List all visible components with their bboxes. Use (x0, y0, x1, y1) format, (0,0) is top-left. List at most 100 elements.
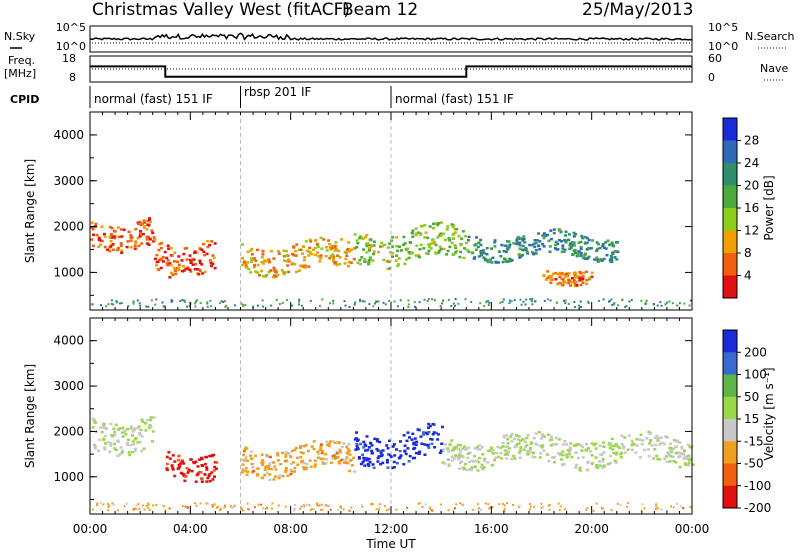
velocity-cell (183, 475, 187, 478)
power-cell (145, 305, 148, 308)
power-cell (99, 243, 102, 246)
power-cell (285, 260, 289, 263)
velocity-cell (402, 463, 406, 466)
velocity-cell (468, 460, 471, 464)
velocity-cell (151, 430, 155, 433)
velocity-cell (491, 506, 494, 509)
power-cell (304, 240, 308, 243)
velocity-cell (575, 463, 578, 467)
velocity-cell (462, 467, 466, 471)
power-cell (521, 244, 525, 248)
velocity-cell (578, 469, 582, 472)
power-cell (182, 252, 186, 256)
velocity-cell (538, 456, 542, 459)
power-cell (546, 298, 549, 301)
velocity-cell (463, 445, 466, 448)
power-cell (572, 279, 576, 282)
power-ylabel: Slant Range [km] (23, 159, 37, 263)
power-cell (98, 239, 102, 242)
power-cell (645, 302, 648, 305)
velocity-cell (380, 453, 384, 457)
power-cell (587, 300, 590, 303)
power-cell (466, 239, 470, 242)
velocity-cell (614, 461, 618, 464)
velocity-cell (615, 451, 619, 454)
power-cell (281, 302, 284, 304)
power-cell (533, 245, 537, 249)
power-cell (576, 254, 580, 258)
power-cell (155, 298, 158, 301)
power-cell (189, 258, 192, 262)
velocity-cell (183, 479, 187, 483)
velocity-cell (586, 507, 589, 510)
velocity-cell (350, 506, 353, 509)
velocity-cell (458, 452, 462, 455)
power-cell (578, 304, 581, 307)
power-cell (209, 261, 213, 265)
power-cell (113, 236, 117, 240)
power-cell (355, 245, 359, 249)
velocity-cell (257, 503, 260, 506)
power-cell (419, 243, 423, 247)
velocity-cell (201, 464, 205, 467)
velocity-cell (655, 505, 658, 508)
power-cell (563, 234, 567, 237)
velocity-cell (540, 437, 544, 440)
velocity-cell (383, 505, 386, 508)
velocity-cell (376, 460, 380, 463)
power-cell (611, 251, 615, 254)
power-cell (429, 247, 433, 250)
power-cell (580, 306, 582, 308)
power-cell (534, 241, 538, 245)
power-cell (621, 298, 624, 301)
power-cell (139, 229, 143, 233)
power-cell (535, 239, 539, 242)
velocity-cell (531, 455, 535, 458)
power-cell (192, 258, 196, 261)
velocity-cell (200, 457, 204, 461)
power-cell (171, 273, 175, 277)
velocity-cell (208, 473, 212, 476)
power-cell (542, 232, 546, 235)
velocity-cell (685, 457, 689, 461)
velocity-cell (303, 504, 305, 507)
velocity-cell (614, 453, 618, 456)
power-cell (604, 241, 608, 244)
velocity-cell (356, 438, 360, 442)
velocity-cell (143, 508, 146, 511)
power-cell (199, 302, 202, 304)
velocity-cell (404, 452, 408, 456)
velocity-cell (357, 456, 361, 459)
velocity-cell (205, 502, 208, 505)
velocity-cell (131, 434, 134, 437)
power-colorbar-segment (723, 118, 737, 141)
power-cell (573, 301, 576, 303)
velocity-cell (518, 456, 522, 459)
velocity-cell (517, 442, 521, 445)
velocity-cell (548, 438, 552, 442)
velocity-cell (565, 453, 569, 456)
power-cell (368, 247, 372, 250)
power-cell (450, 241, 454, 245)
velocity-cell (461, 447, 465, 450)
power-cell (286, 299, 289, 301)
velocity-cell (669, 442, 672, 445)
power-cell (166, 264, 170, 267)
velocity-cell (492, 452, 496, 455)
power-cell (164, 305, 167, 308)
power-cell (119, 242, 123, 245)
velocity-cell (482, 466, 486, 469)
velocity-cell (552, 461, 556, 464)
velocity-cell (610, 437, 614, 441)
velocity-cell (553, 443, 557, 446)
velocity-colorbar-segment (723, 485, 737, 509)
power-cell (191, 263, 195, 266)
velocity-cell (509, 435, 513, 438)
power-cell (220, 300, 223, 303)
velocity-cell (649, 439, 652, 442)
velocity-cell (206, 476, 210, 480)
velocity-cell (646, 448, 650, 451)
velocity-cell (594, 447, 598, 450)
nsearch-tick-top: 10^5 (708, 21, 738, 34)
power-cell (579, 254, 583, 257)
